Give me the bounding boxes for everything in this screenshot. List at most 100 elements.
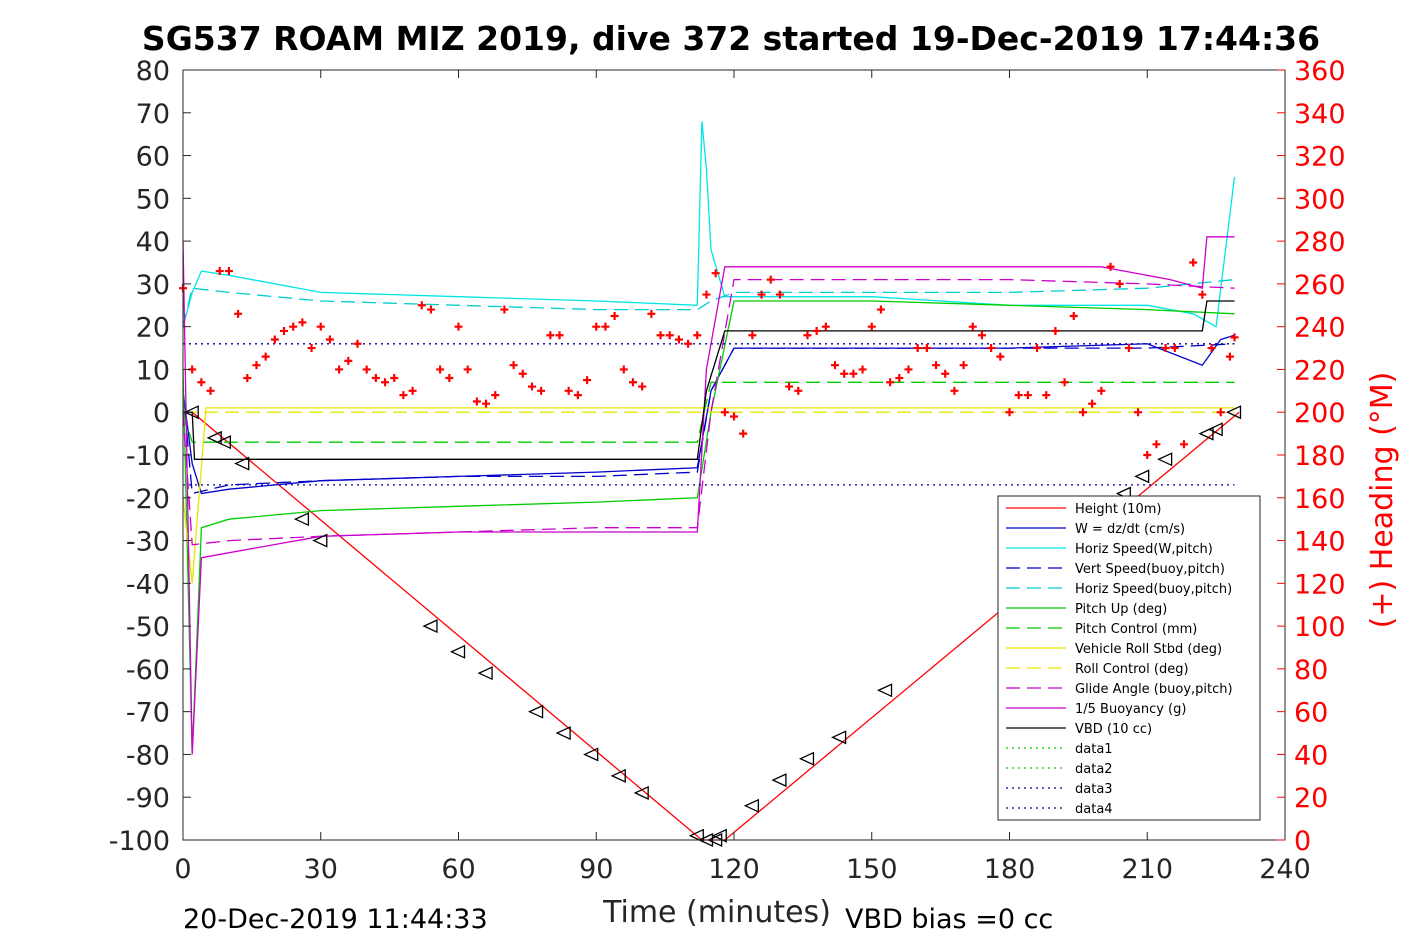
glider-marker [215, 435, 231, 450]
heading-point [472, 397, 481, 406]
heading-point [583, 376, 592, 385]
heading-point [1216, 408, 1225, 417]
heading-point [381, 378, 390, 387]
y-right-tick-label: 240 [1294, 313, 1346, 344]
heading-point [996, 352, 1005, 361]
y-right-tick-label: 360 [1294, 56, 1346, 87]
heading-point [1097, 386, 1106, 395]
y-tick-label: 60 [136, 142, 170, 173]
heading-point [1179, 440, 1188, 449]
heading-point [417, 301, 426, 310]
x-tick-label: 150 [846, 854, 898, 885]
x-tick-label: 120 [708, 854, 760, 885]
heading-point [904, 365, 913, 374]
glider-marker [293, 512, 310, 527]
legend-label: W = dz/dt (cm/s) [1075, 522, 1185, 537]
legend: Height (10m) W = dz/dt (cm/s) Horiz Speed(… [997, 495, 1261, 821]
glider-marker [555, 726, 571, 741]
y-tick-label: -70 [126, 698, 170, 729]
x-tick-label: 210 [1121, 854, 1173, 885]
glider-marker [528, 704, 544, 719]
y-tick-label: -10 [126, 441, 170, 472]
series-line-4 [182, 278, 1235, 327]
heading-point [720, 408, 729, 417]
heading-layer [179, 258, 1239, 459]
legend-label: 1/5 Buoyancy (g) [1075, 702, 1186, 717]
series-line-11 [183, 300, 1235, 460]
y-right-tick-label: 80 [1294, 655, 1328, 686]
heading-point [619, 365, 628, 374]
series-layer [182, 121, 1240, 841]
heading-point [1230, 333, 1239, 342]
heading-point [564, 386, 573, 395]
heading-point [1115, 279, 1124, 288]
y-tick-label: -100 [109, 826, 170, 857]
heading-point [215, 267, 224, 276]
heading-point [913, 344, 922, 353]
heading-point [335, 365, 344, 374]
heading-point [941, 369, 950, 378]
heading-point [252, 361, 261, 370]
heading-point [280, 326, 289, 335]
heading-point [454, 322, 463, 331]
y-tick-label: -30 [126, 527, 170, 558]
heading-point [858, 365, 867, 374]
y-tick-label: -60 [126, 655, 170, 686]
legend-label: Vert Speed(buoy,pitch) [1075, 562, 1225, 577]
legend-label: Pitch Control (mm) [1075, 622, 1197, 637]
x-tick-label: 0 [174, 854, 191, 885]
legend-box [997, 495, 1261, 821]
heading-point [886, 378, 895, 387]
glider-marker [422, 619, 438, 634]
heading-point [1134, 408, 1143, 417]
glider-marker [477, 666, 493, 681]
heading-point [482, 399, 491, 408]
chart-title: SG537 ROAM MIZ 2019, dive 372 started 19… [142, 19, 1320, 58]
y-right-tick-label: 300 [1294, 184, 1346, 215]
glider-marker [1198, 426, 1214, 441]
heading-point [197, 378, 206, 387]
glider-marker [610, 768, 626, 783]
glider-marker [1207, 422, 1223, 437]
heading-point [867, 322, 876, 331]
x-tick-label: 60 [441, 854, 475, 885]
heading-point [224, 267, 233, 276]
glider-marker [449, 644, 466, 659]
heading-point [1225, 352, 1234, 361]
heading-point [775, 290, 784, 299]
heading-point [307, 344, 316, 353]
y-tick-label: -20 [126, 484, 170, 515]
heading-point [739, 429, 748, 438]
glider-marker [312, 533, 328, 548]
x-tick-label: 240 [1259, 854, 1311, 885]
y-right-tick-label: 200 [1294, 398, 1346, 429]
y-tick-label: -80 [126, 740, 170, 771]
legend-label: Horiz Speed(W,pitch) [1075, 542, 1213, 557]
y-right-tick-label: 60 [1294, 698, 1328, 729]
heading-point [399, 391, 408, 400]
legend-label: Pitch Up (deg) [1075, 602, 1167, 617]
heading-point [693, 331, 702, 340]
heading-point [500, 305, 509, 314]
heading-point [592, 322, 601, 331]
heading-point [491, 391, 500, 400]
y-right-tick-label: 160 [1294, 484, 1346, 515]
y-tick-label: -40 [126, 569, 170, 600]
heading-point [573, 391, 582, 400]
legend-label: Roll Control (deg) [1075, 662, 1189, 677]
heading-point [849, 369, 858, 378]
heading-point [1078, 408, 1087, 417]
heading-point [1161, 344, 1170, 353]
y-tick-label: 70 [136, 99, 170, 130]
heading-point [876, 305, 885, 314]
heading-point [656, 331, 665, 340]
heading-point [1051, 326, 1060, 335]
heading-point [546, 331, 555, 340]
legend-label: VBD (10 cc) [1075, 722, 1152, 737]
heading-point [436, 365, 445, 374]
glider-marker [711, 828, 727, 843]
x-axis: 0 30 60 90 120 150 180 210 240 [174, 70, 1311, 885]
heading-point [665, 331, 674, 340]
heading-point [785, 382, 794, 391]
heading-point [426, 305, 435, 314]
